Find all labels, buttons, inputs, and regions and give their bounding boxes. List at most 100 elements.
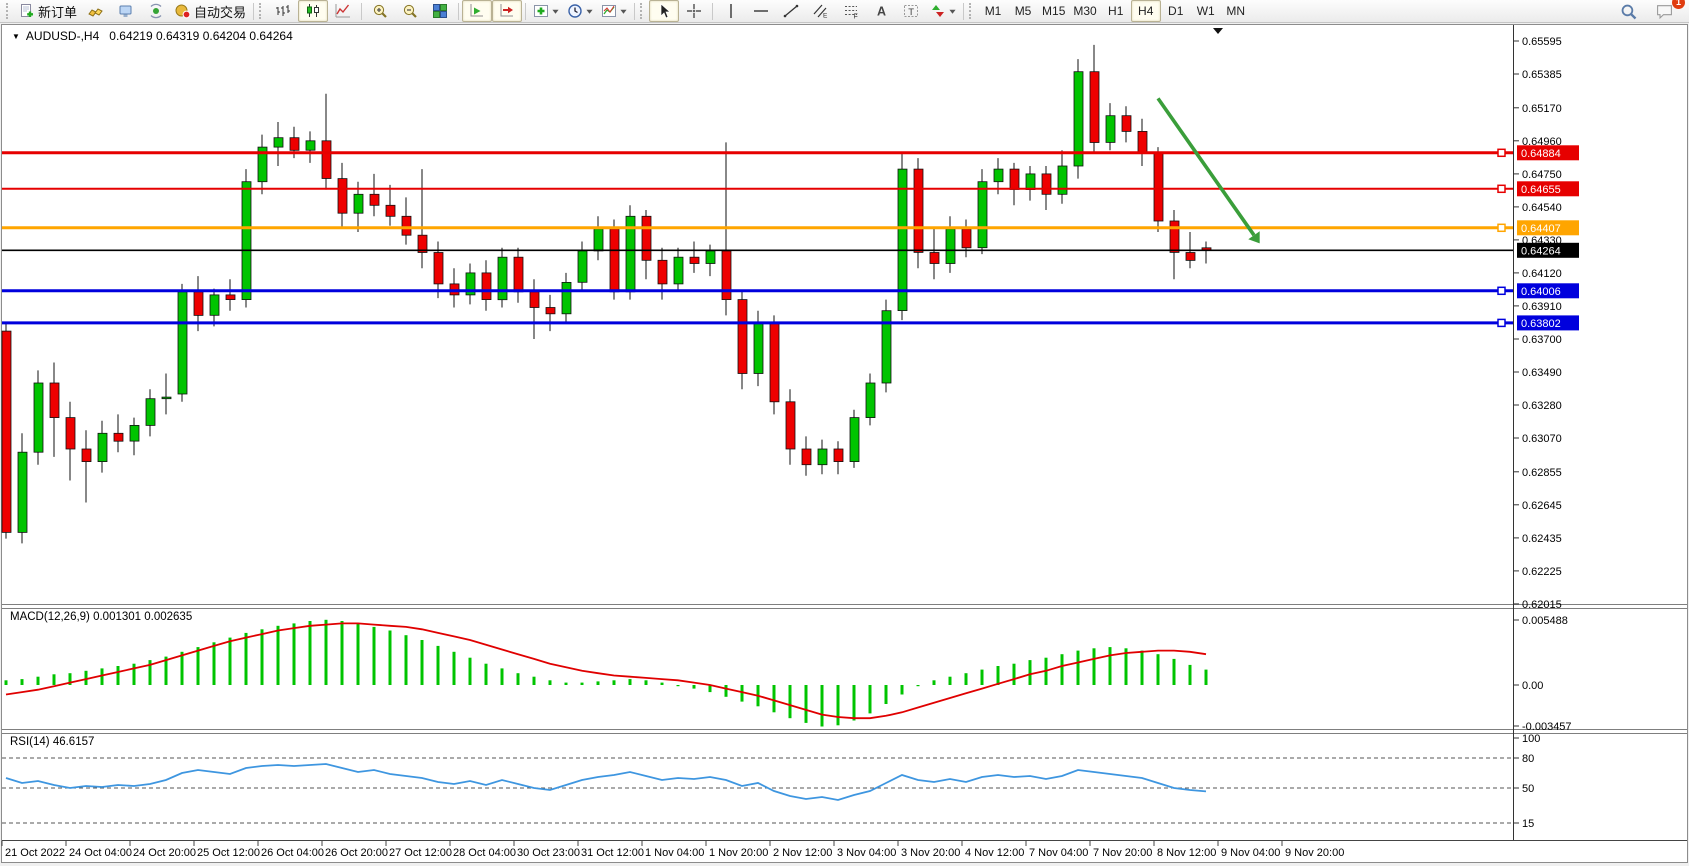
timeframe-h1-label: H1 — [1108, 4, 1124, 18]
cursor-icon — [656, 3, 672, 19]
svg-text:0.65595: 0.65595 — [1522, 36, 1562, 48]
fibonacci-tool-icon: F — [843, 3, 859, 19]
macd-signal-line — [5, 622, 1207, 720]
svg-text:0.62435: 0.62435 — [1522, 533, 1562, 545]
svg-text:4 Nov 12:00: 4 Nov 12:00 — [965, 847, 1024, 859]
trend-arrow[interactable] — [1156, 97, 1260, 244]
indicators-list-icon — [533, 3, 549, 19]
timeframe-mn-button[interactable]: MN — [1221, 0, 1251, 22]
hline-0.63802[interactable]: 0.63802 — [2, 315, 1579, 331]
search-button[interactable] — [1613, 0, 1643, 22]
timeframe-m15-label: M15 — [1042, 4, 1066, 18]
market-watch-button[interactable] — [81, 0, 111, 22]
svg-text:0.64960: 0.64960 — [1522, 136, 1562, 148]
timeframe-m30-button[interactable]: M30 — [1069, 0, 1100, 22]
svg-text:0.64264: 0.64264 — [1521, 245, 1561, 257]
svg-text:7 Nov 20:00: 7 Nov 20:00 — [1093, 847, 1152, 859]
zoom-in-icon — [372, 3, 388, 19]
text-tool-button[interactable]: A — [866, 0, 896, 22]
timeframe-h4-button[interactable]: H4 — [1130, 0, 1161, 22]
price-axis[interactable]: 0.65595 0.65385 0.65170 0.64960 0.64750 0.645… — [1513, 36, 1562, 611]
svg-text:0.00: 0.00 — [1522, 680, 1543, 692]
templates-menu-button[interactable] — [597, 0, 631, 22]
equidistant-channel-tool-icon: E — [813, 3, 829, 19]
svg-text:3 Nov 04:00: 3 Nov 04:00 — [837, 847, 896, 859]
signals-button[interactable] — [141, 0, 171, 22]
new-order-button[interactable]: 新订单 — [15, 0, 81, 22]
timeframe-m15-button[interactable]: M15 — [1038, 0, 1069, 22]
dropdown-caret-icon — [586, 8, 593, 15]
line-chart-icon — [335, 3, 351, 19]
timeframe-m5-label: M5 — [1014, 4, 1032, 18]
timeframe-w1-label: W1 — [1196, 4, 1215, 18]
chart-shift-button[interactable] — [492, 0, 523, 22]
timeframe-m5-button[interactable]: M5 — [1008, 0, 1038, 22]
svg-text:0.64750: 0.64750 — [1522, 169, 1562, 181]
timeframe-d1-button[interactable]: D1 — [1161, 0, 1191, 22]
indicators-list-button[interactable] — [529, 0, 563, 22]
ohlc-values: 0.64219 0.64319 0.64204 0.64264 — [109, 29, 293, 43]
shift-marker-icon[interactable] — [1213, 28, 1223, 34]
hline-0.64884[interactable]: 0.64884 — [2, 145, 1579, 161]
candles-layer — [1, 44, 1212, 544]
periods-menu-icon — [567, 3, 583, 19]
bar-chart-button[interactable] — [268, 0, 298, 22]
toolbar-right: 1 — [1613, 0, 1685, 22]
svg-text:100: 100 — [1522, 733, 1540, 745]
timeframe-m1-button[interactable]: M1 — [978, 0, 1008, 22]
zoom-in-button[interactable] — [365, 0, 395, 22]
toolbar-separator — [253, 2, 255, 20]
equidistant-channel-tool-button[interactable]: E — [806, 0, 836, 22]
candlestick-chart-button[interactable] — [298, 0, 329, 22]
tile-windows-icon — [432, 3, 448, 19]
toolbar-grip[interactable] — [259, 3, 264, 19]
time-axis[interactable]: 21 Oct 2022 24 Oct 04:00 24 Oct 20:00 25 Oc… — [1, 841, 1344, 859]
line-chart-button[interactable] — [328, 0, 358, 22]
svg-text:3 Nov 20:00: 3 Nov 20:00 — [901, 847, 960, 859]
svg-text:8 Nov 12:00: 8 Nov 12:00 — [1157, 847, 1216, 859]
hline-0.64006[interactable]: 0.64006 — [2, 283, 1579, 299]
window-menu-icon[interactable]: ▼ — [12, 32, 20, 41]
svg-text:-0.003457: -0.003457 — [1522, 721, 1572, 733]
crosshair-button[interactable] — [679, 0, 709, 22]
arrows-tool-button[interactable] — [926, 0, 960, 22]
vertical-line-tool-button[interactable] — [716, 0, 746, 22]
horizontal-line-tool-button[interactable] — [746, 0, 776, 22]
timeframe-mn-label: MN — [1226, 4, 1246, 18]
trendline-tool-button[interactable] — [776, 0, 806, 22]
zoom-out-button[interactable] — [395, 0, 425, 22]
svg-text:0.64120: 0.64120 — [1522, 268, 1562, 280]
svg-text:30 Oct 23:00: 30 Oct 23:00 — [517, 847, 580, 859]
dropdown-caret-icon — [620, 8, 627, 15]
svg-text:0.64884: 0.64884 — [1521, 148, 1561, 160]
hline-0.64407[interactable]: 0.64407 — [2, 220, 1579, 236]
timeframe-w1-button[interactable]: W1 — [1191, 0, 1221, 22]
zoom-out-icon — [402, 3, 418, 19]
data-window-button[interactable] — [111, 0, 141, 22]
svg-text:0.62225: 0.62225 — [1522, 566, 1562, 578]
svg-text:0.63700: 0.63700 — [1522, 334, 1562, 346]
auto-scroll-button[interactable] — [462, 0, 493, 22]
svg-text:0.64330: 0.64330 — [1522, 235, 1562, 247]
text-label-tool-button[interactable]: T — [896, 0, 926, 22]
cursor-button[interactable] — [649, 0, 680, 22]
toolbar-grip[interactable] — [6, 3, 11, 19]
svg-text:E: E — [823, 13, 828, 20]
toolbar-grip[interactable] — [640, 3, 645, 19]
fibonacci-tool-button[interactable]: F — [836, 0, 866, 22]
notifications-button[interactable]: 1 — [1649, 0, 1685, 22]
autotrading-button[interactable]: 自动交易 — [171, 0, 250, 22]
toolbar-separator — [963, 2, 965, 20]
svg-text:0.65170: 0.65170 — [1522, 103, 1562, 115]
timeframe-h1-button[interactable]: H1 — [1101, 0, 1131, 22]
svg-text:0.63802: 0.63802 — [1521, 318, 1561, 330]
svg-text:7 Nov 04:00: 7 Nov 04:00 — [1029, 847, 1088, 859]
periods-menu-button[interactable] — [563, 0, 597, 22]
svg-text:80: 80 — [1522, 753, 1534, 765]
tile-windows-button[interactable] — [425, 0, 455, 22]
timeframe-h4-label: H4 — [1138, 4, 1154, 18]
toolbar-grip[interactable] — [969, 3, 974, 19]
toolbar-separator — [458, 2, 460, 20]
hline-0.64655[interactable]: 0.64655 — [2, 181, 1579, 197]
